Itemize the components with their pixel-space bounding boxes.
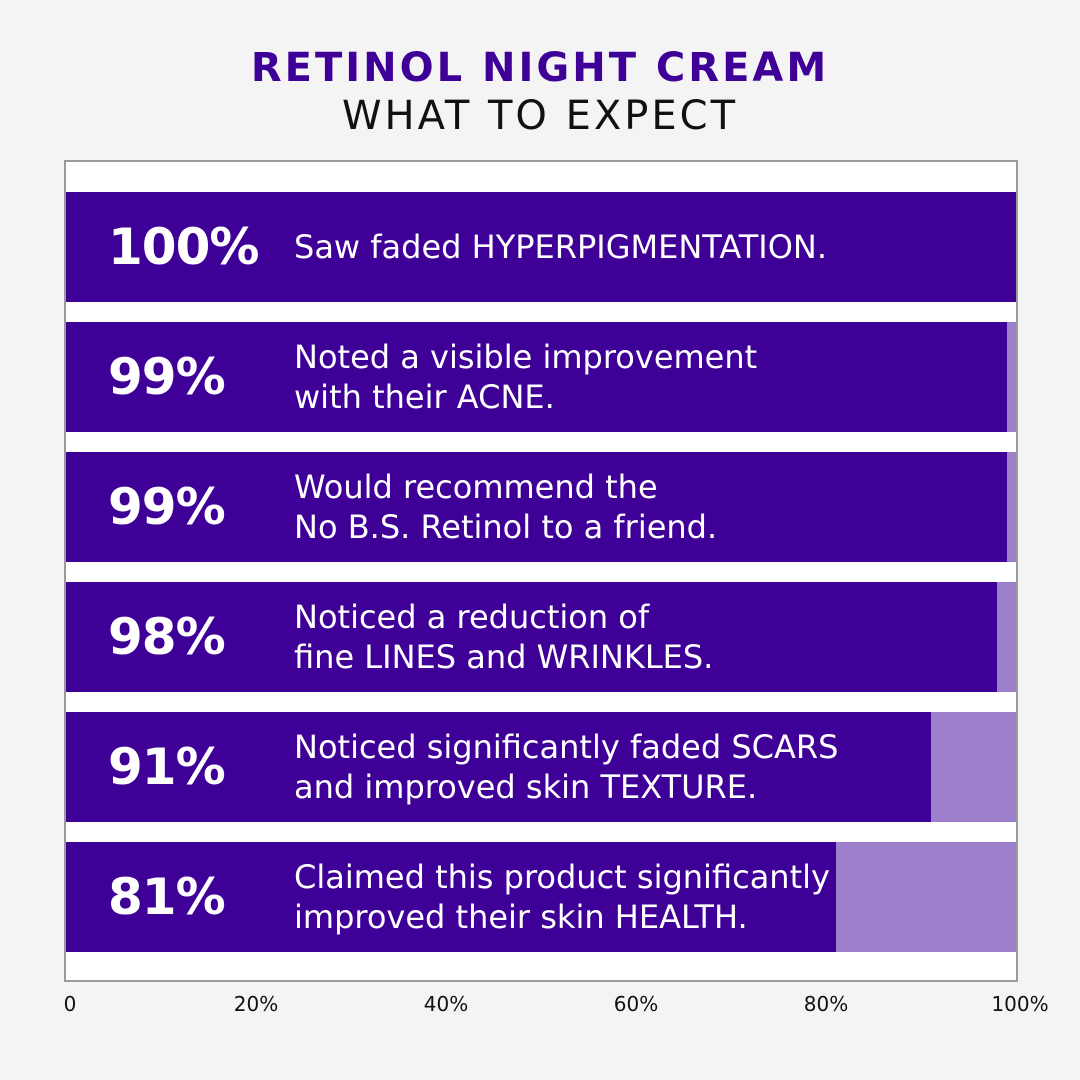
bar-value-label: 81%	[108, 868, 226, 926]
bar-value-label: 99%	[108, 478, 226, 536]
bar-description-line: with their ACNE.	[294, 378, 555, 416]
x-tick-label: 80%	[803, 992, 849, 1016]
bar-description: Claimed this product significantly improv…	[294, 842, 1014, 952]
bar	[66, 452, 1007, 562]
bar-row: 98% Noticed a reduction of fine LINES and …	[66, 582, 1016, 692]
bar-row: 99% Would recommend the No B.S. Retinol to…	[66, 452, 1016, 562]
bar-description-line: Would recommend the	[294, 468, 658, 506]
bar-description-line: Noticed a reduction of	[294, 598, 650, 636]
bar-description-line: No B.S. Retinol to a friend.	[294, 508, 718, 546]
bar-description: Noticed significantly faded SCARS and imp…	[294, 712, 1014, 822]
bar-value-label: 99%	[108, 348, 226, 406]
bar	[66, 712, 931, 822]
bar-description-line: improved their skin HEALTH.	[294, 898, 748, 936]
bar-description: Saw faded HYPERPIGMENTATION.	[294, 192, 1014, 302]
bar-description-line: Claimed this product significantly	[294, 858, 830, 896]
bar-description: Noticed a reduction of fine LINES and WRI…	[294, 582, 1014, 692]
chart-subtitle: WHAT TO EXPECT	[341, 93, 739, 139]
bar-value-label: 100%	[108, 218, 259, 276]
bar-row: 99% Noted a visible improvement with their…	[66, 322, 1016, 432]
bar-description-line: Saw faded HYPERPIGMENTATION.	[294, 228, 828, 266]
bar-description-line: and improved skin TEXTURE.	[294, 768, 758, 806]
x-tick-label: 60%	[613, 992, 659, 1016]
bar	[66, 842, 836, 952]
chart-plot-area: 100% Saw faded HYPERPIGMENTATION. 99% Noted…	[64, 160, 1018, 982]
bar	[66, 582, 997, 692]
bar-value-label: 98%	[108, 608, 226, 666]
x-tick-label: 40%	[423, 992, 469, 1016]
bar-row: 100% Saw faded HYPERPIGMENTATION.	[66, 192, 1016, 302]
bar-description-line: fine LINES and WRINKLES.	[294, 638, 714, 676]
bar-row: 91% Noticed significantly faded SCARS and …	[66, 712, 1016, 822]
bar-row: 81% Claimed this product significantly imp…	[66, 842, 1016, 952]
x-tick-label: 100%	[991, 992, 1049, 1016]
x-tick-label: 0	[63, 992, 77, 1016]
bar-value-label: 91%	[108, 738, 226, 796]
bar	[66, 192, 1016, 302]
x-tick-label: 20%	[233, 992, 279, 1016]
bar	[66, 322, 1007, 432]
bar-description-line: Noticed significantly faded SCARS	[294, 728, 839, 766]
bar-description: Would recommend the No B.S. Retinol to a …	[294, 452, 1014, 562]
bar-description: Noted a visible improvement with their AC…	[294, 322, 1014, 432]
chart-title: RETINOL NIGHT CREAM	[250, 45, 830, 91]
bar-description-line: Noted a visible improvement	[294, 338, 758, 376]
